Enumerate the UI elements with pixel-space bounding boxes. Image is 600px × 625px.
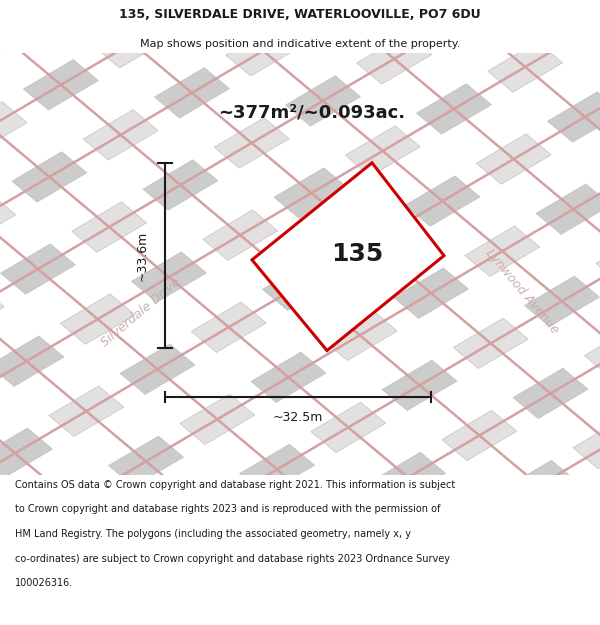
Polygon shape bbox=[120, 344, 195, 394]
Polygon shape bbox=[442, 410, 517, 461]
Polygon shape bbox=[416, 84, 491, 134]
Text: co-ordinates) are subject to Crown copyright and database rights 2023 Ordnance S: co-ordinates) are subject to Crown copyr… bbox=[15, 554, 450, 564]
Polygon shape bbox=[476, 134, 551, 184]
Text: ~377m²/~0.093ac.: ~377m²/~0.093ac. bbox=[218, 103, 406, 121]
Text: HM Land Registry. The polygons (including the associated geometry, namely x, y: HM Land Registry. The polygons (includin… bbox=[15, 529, 411, 539]
Polygon shape bbox=[95, 18, 170, 68]
Polygon shape bbox=[513, 368, 588, 419]
Polygon shape bbox=[35, 0, 110, 18]
Text: 135, SILVERDALE DRIVE, WATERLOOVILLE, PO7 6DU: 135, SILVERDALE DRIVE, WATERLOOVILLE, PO… bbox=[119, 8, 481, 21]
Polygon shape bbox=[49, 386, 124, 436]
Text: ~32.5m: ~32.5m bbox=[273, 411, 323, 424]
Polygon shape bbox=[428, 0, 503, 42]
Polygon shape bbox=[263, 260, 337, 311]
Polygon shape bbox=[191, 302, 266, 352]
Polygon shape bbox=[239, 444, 314, 494]
Text: to Crown copyright and database rights 2023 and is reproduced with the permissio: to Crown copyright and database rights 2… bbox=[15, 504, 440, 514]
Polygon shape bbox=[12, 152, 87, 202]
Polygon shape bbox=[251, 352, 326, 402]
Polygon shape bbox=[0, 428, 53, 479]
Polygon shape bbox=[382, 360, 457, 411]
Polygon shape bbox=[524, 276, 599, 326]
Text: ~33.6m: ~33.6m bbox=[136, 231, 149, 281]
Text: Lynwood Avenue: Lynwood Avenue bbox=[483, 247, 561, 336]
Polygon shape bbox=[502, 460, 577, 511]
Polygon shape bbox=[109, 436, 184, 487]
Polygon shape bbox=[405, 176, 480, 226]
Polygon shape bbox=[0, 336, 64, 386]
Polygon shape bbox=[0, 9, 38, 60]
Polygon shape bbox=[72, 202, 146, 252]
Polygon shape bbox=[547, 92, 600, 142]
Polygon shape bbox=[345, 126, 420, 176]
Polygon shape bbox=[562, 511, 600, 561]
Polygon shape bbox=[371, 452, 446, 503]
Polygon shape bbox=[23, 59, 98, 110]
Polygon shape bbox=[274, 168, 349, 218]
Polygon shape bbox=[299, 494, 374, 545]
Polygon shape bbox=[169, 486, 244, 537]
Polygon shape bbox=[430, 503, 505, 552]
Text: 135: 135 bbox=[331, 241, 383, 266]
Text: 100026316.: 100026316. bbox=[15, 579, 73, 589]
Polygon shape bbox=[286, 76, 361, 126]
Polygon shape bbox=[0, 520, 41, 571]
Polygon shape bbox=[454, 318, 528, 369]
Polygon shape bbox=[334, 218, 409, 268]
Polygon shape bbox=[559, 0, 600, 50]
Polygon shape bbox=[465, 226, 540, 276]
Polygon shape bbox=[311, 402, 386, 452]
Polygon shape bbox=[573, 418, 600, 469]
Polygon shape bbox=[166, 0, 241, 26]
Polygon shape bbox=[322, 310, 397, 361]
Polygon shape bbox=[0, 102, 27, 152]
Polygon shape bbox=[297, 0, 372, 34]
Polygon shape bbox=[1, 244, 76, 294]
Text: Silverdale Drive: Silverdale Drive bbox=[99, 276, 183, 349]
Polygon shape bbox=[143, 160, 218, 210]
Polygon shape bbox=[83, 109, 158, 160]
Polygon shape bbox=[60, 294, 135, 344]
Polygon shape bbox=[37, 478, 112, 529]
Polygon shape bbox=[356, 34, 431, 84]
Polygon shape bbox=[214, 118, 289, 168]
Polygon shape bbox=[536, 184, 600, 234]
Polygon shape bbox=[0, 194, 16, 244]
Text: Contains OS data © Crown copyright and database right 2021. This information is : Contains OS data © Crown copyright and d… bbox=[15, 479, 455, 489]
Polygon shape bbox=[584, 326, 600, 377]
Text: Map shows position and indicative extent of the property.: Map shows position and indicative extent… bbox=[140, 39, 460, 49]
Polygon shape bbox=[97, 528, 172, 579]
Polygon shape bbox=[154, 68, 229, 118]
Polygon shape bbox=[131, 252, 206, 302]
Polygon shape bbox=[596, 234, 600, 284]
Polygon shape bbox=[252, 162, 444, 351]
Polygon shape bbox=[203, 210, 278, 260]
Polygon shape bbox=[180, 394, 255, 444]
Polygon shape bbox=[488, 42, 563, 92]
Polygon shape bbox=[394, 268, 469, 319]
Polygon shape bbox=[0, 286, 4, 336]
Polygon shape bbox=[226, 26, 301, 76]
